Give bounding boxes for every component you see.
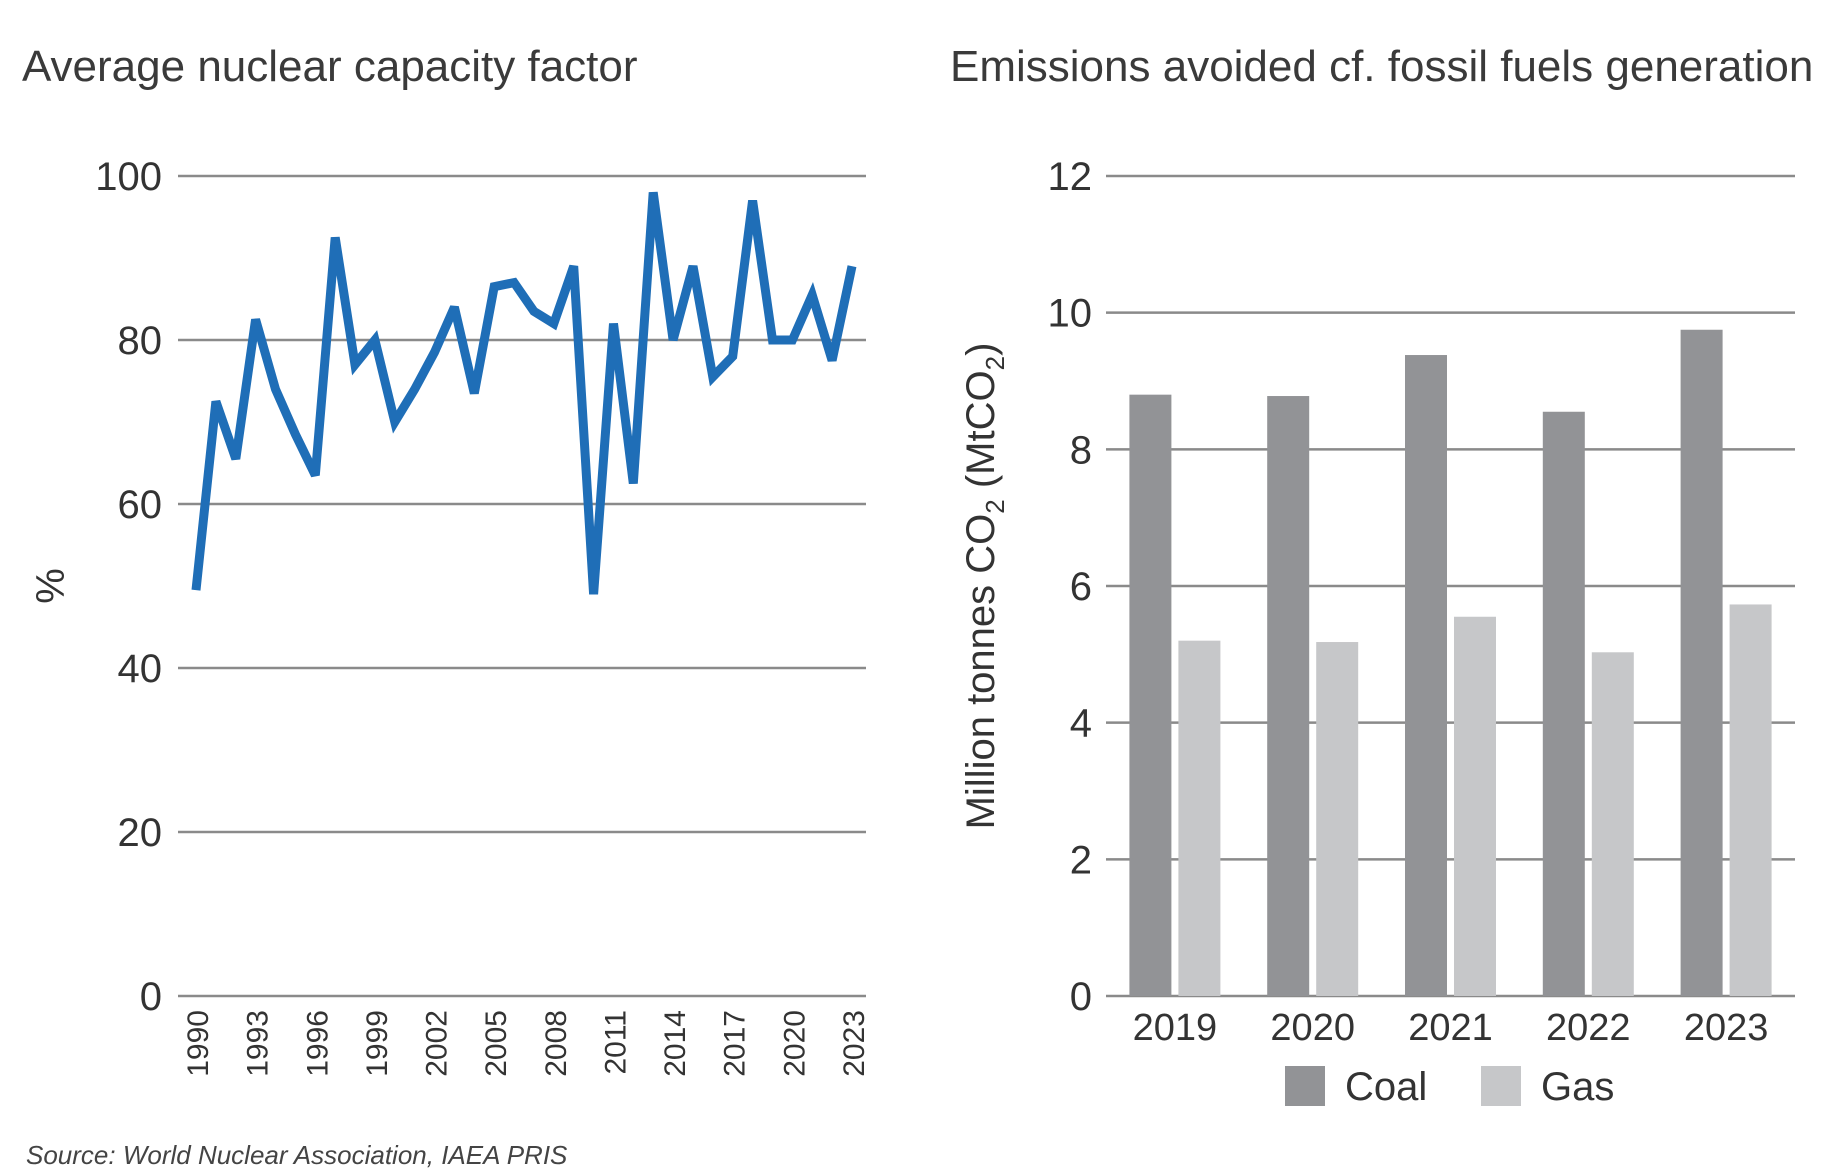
legend-label-gas: Gas [1541, 1065, 1614, 1109]
bar-coal [1680, 329, 1723, 996]
y-axis-label-part: Million tonnes CO [959, 514, 1003, 830]
bar-gas [1454, 616, 1496, 996]
legend-swatch-coal [1285, 1066, 1325, 1106]
left-chart-title: Average nuclear capacity factor [22, 42, 638, 91]
y-tick-label: 4 [1070, 702, 1092, 746]
y-tick-label: 0 [140, 975, 162, 1019]
x-tick-label: 1999 [361, 1010, 394, 1077]
x-tick-label: 1990 [182, 1010, 215, 1077]
x-tick-label: 2023 [838, 1010, 871, 1077]
x-tick-label: 2023 [1684, 1007, 1769, 1049]
y-axis-label-subscript: 2 [980, 499, 1010, 513]
x-tick-label: 2019 [1133, 1007, 1218, 1049]
x-tick-label: 2002 [421, 1010, 454, 1077]
y-axis-label-part: (MtCO [959, 370, 1003, 499]
y-tick-label: 40 [118, 647, 163, 691]
series-line [191, 191, 857, 595]
y-tick-label: 100 [95, 155, 162, 199]
y-tick-label: 0 [1070, 975, 1092, 1019]
x-tick-label: 2017 [719, 1010, 752, 1077]
bar-gas [1316, 642, 1359, 996]
bar-gas [1178, 640, 1221, 996]
x-tick-label: 1993 [242, 1010, 275, 1077]
y-tick-label: 60 [118, 483, 163, 527]
y-tick-label: 20 [118, 811, 163, 855]
y-tick-label: 8 [1070, 428, 1092, 472]
y-tick-label: 80 [118, 319, 163, 363]
bar-coal [1405, 355, 1447, 996]
y-axis-label: Million tonnes CO2 (MtCO2) [959, 343, 1010, 830]
x-tick-label: 2008 [540, 1010, 573, 1077]
bar-gas [1591, 652, 1634, 996]
capacity-factor-chart: 0 20 40 60 80 100 1990 1993 1996 1999 2002 2005 2008… [29, 155, 871, 1077]
right-chart-title: Emissions avoided cf. fossil fuels gener… [950, 42, 1814, 91]
bar-coal [1129, 394, 1172, 997]
x-tick-label: 2020 [778, 1010, 811, 1077]
x-tick-label: 2020 [1270, 1007, 1355, 1049]
x-tick-label: 1996 [301, 1010, 334, 1077]
y-axis-label-part: ) [959, 343, 1003, 356]
y-axis-label: % [29, 568, 73, 604]
y-tick-label: 6 [1070, 565, 1092, 609]
bar-coal [1267, 396, 1310, 996]
x-tick-label: 2022 [1546, 1007, 1631, 1049]
legend-label-coal: Coal [1345, 1065, 1427, 1109]
x-tick-label: 2005 [480, 1010, 513, 1077]
bar-gas [1729, 604, 1772, 996]
legend-swatch-gas [1481, 1066, 1521, 1106]
y-axis-label-subscript: 2 [980, 356, 1010, 370]
bar-coal [1542, 411, 1585, 996]
x-tick-label: 2021 [1408, 1007, 1493, 1049]
y-tick-label: 10 [1048, 292, 1093, 336]
y-tick-label: 2 [1070, 838, 1092, 882]
y-tick-label: 12 [1048, 155, 1093, 199]
x-tick-label: 2011 [599, 1010, 632, 1075]
x-tick-label: 2014 [659, 1010, 692, 1077]
source-note: Source: World Nuclear Association, IAEA … [26, 1140, 568, 1170]
